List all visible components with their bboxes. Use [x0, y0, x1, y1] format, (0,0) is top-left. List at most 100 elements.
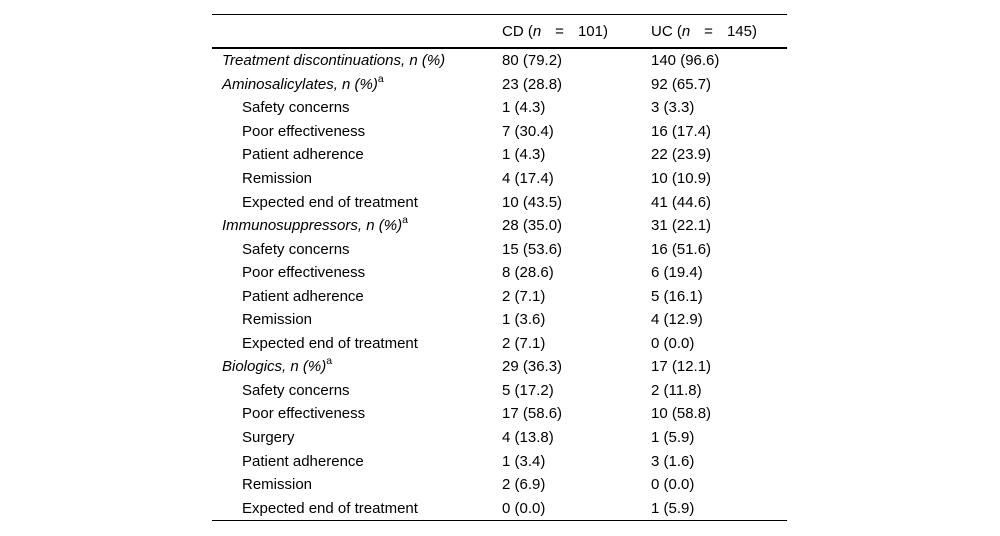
- uc-value: 4 (12.9): [651, 311, 703, 329]
- cd-value: 0 (0.0): [502, 499, 546, 517]
- cd-value: 7 (30.4): [502, 122, 554, 140]
- cd-header-n: n: [532, 22, 542, 40]
- row-label: Expected end of treatment: [242, 499, 418, 517]
- cd-value: 1 (4.3): [502, 99, 546, 117]
- uc-value: 140 (96.6): [651, 52, 720, 70]
- cd-header-prefix: CD (: [502, 22, 533, 40]
- cd-value: 15 (53.6): [502, 240, 563, 258]
- uc-header-count: 145): [726, 22, 757, 40]
- row-label-cell: Expected end of treatment: [212, 496, 502, 520]
- uc-header-equals: =: [704, 22, 713, 40]
- cd-value: 8 (28.6): [502, 264, 554, 282]
- cd-value: 5 (17.2): [502, 381, 554, 399]
- table-row: Expected end of treatment 2 (7.1) 0 (0.0…: [212, 332, 787, 356]
- row-footnote-marker: a: [402, 214, 408, 227]
- table-row: Poor effectiveness 7 (30.4) 16 (17.4): [212, 120, 787, 144]
- header-cd-cell: CD (n = 101): [502, 14, 651, 49]
- row-label-cell: Aminosalicylates, n (%)a: [212, 73, 502, 97]
- cd-value: 2 (6.9): [502, 476, 546, 494]
- uc-header-n: n: [681, 22, 691, 40]
- row-label-cell: Safety concerns: [212, 379, 502, 403]
- row-label: Treatment discontinuations, n (%): [222, 52, 446, 70]
- table-row: Surgery 4 (13.8) 1 (5.9): [212, 426, 787, 450]
- table-row: Safety concerns 1 (4.3) 3 (3.3): [212, 96, 787, 120]
- uc-value: 92 (65.7): [651, 75, 712, 93]
- header-uc-cell: UC (n = 145): [651, 14, 787, 49]
- uc-value: 2 (11.8): [651, 381, 702, 399]
- row-label-cell: Patient adherence: [212, 284, 502, 308]
- uc-value: 10 (58.8): [651, 405, 712, 423]
- row-label-cell: Poor effectiveness: [212, 120, 502, 144]
- row-label-cell: Poor effectiveness: [212, 402, 502, 426]
- uc-value: 22 (23.9): [651, 146, 712, 164]
- uc-value: 31 (22.1): [651, 217, 712, 235]
- row-label: Poor effectiveness: [242, 405, 366, 423]
- row-label: Immunosuppressors, n (%): [222, 217, 403, 235]
- table-row: Safety concerns 5 (17.2) 2 (11.8): [212, 379, 787, 403]
- row-label: Expected end of treatment: [242, 334, 418, 352]
- discontinuation-table-wrap: CD (n = 101) UC (n = 145) Treatment disconti…: [212, 14, 787, 521]
- table-row: Patient adherence 2 (7.1) 5 (16.1): [212, 284, 787, 308]
- uc-value: 5 (16.1): [651, 287, 703, 305]
- row-label: Remission: [242, 476, 313, 494]
- row-label-cell: Expected end of treatment: [212, 332, 502, 356]
- uc-value: 16 (51.6): [651, 240, 712, 258]
- cd-header-count: 101): [577, 22, 608, 40]
- table-row: Expected end of treatment 0 (0.0) 1 (5.9…: [212, 496, 787, 520]
- discontinuation-table: CD (n = 101) UC (n = 145) Treatment disconti…: [212, 14, 787, 521]
- uc-value: 17 (12.1): [651, 358, 712, 376]
- uc-value: 1 (5.9): [651, 499, 695, 517]
- table-row: Remission 2 (6.9) 0 (0.0): [212, 473, 787, 497]
- cd-value: 2 (7.1): [502, 334, 546, 352]
- row-label-cell: Immunosuppressors, n (%)a: [212, 214, 502, 238]
- header-empty-cell: [212, 14, 502, 49]
- table-body: Treatment discontinuations, n (%) 80 (79…: [212, 48, 787, 520]
- row-label: Remission: [242, 170, 313, 187]
- row-label: Patient adherence: [242, 287, 364, 305]
- cd-value: 4 (17.4): [502, 170, 554, 187]
- row-label: Poor effectiveness: [242, 122, 366, 140]
- row-label: Remission: [242, 311, 313, 329]
- cd-value: 29 (36.3): [502, 358, 563, 376]
- uc-value: 3 (1.6): [651, 452, 695, 470]
- row-label: Expected end of treatment: [242, 193, 418, 211]
- uc-value: 0 (0.0): [651, 476, 695, 494]
- row-label-cell: Treatment discontinuations, n (%): [212, 48, 502, 73]
- row-label: Poor effectiveness: [242, 264, 366, 282]
- row-label: Safety concerns: [242, 99, 350, 117]
- header-row: CD (n = 101) UC (n = 145): [212, 14, 787, 49]
- row-label-cell: Safety concerns: [212, 237, 502, 261]
- table-row: Remission 4 (17.4) 10 (10.9): [212, 167, 787, 191]
- row-label: Patient adherence: [242, 452, 364, 470]
- table-row: Remission 1 (3.6) 4 (12.9): [212, 308, 787, 332]
- uc-value: 3 (3.3): [651, 99, 695, 117]
- table-row: Poor effectiveness 17 (58.6) 10 (58.8): [212, 402, 787, 426]
- table-row: Immunosuppressors, n (%)a 28 (35.0) 31 (…: [212, 214, 787, 238]
- cd-value: 1 (3.4): [502, 452, 546, 470]
- row-label-cell: Patient adherence: [212, 449, 502, 473]
- uc-value: 10 (10.9): [651, 170, 712, 187]
- uc-value: 6 (19.4): [651, 264, 703, 282]
- row-label-cell: Surgery: [212, 426, 502, 450]
- table-row: Patient adherence 1 (4.3) 22 (23.9): [212, 143, 787, 167]
- row-label-cell: Poor effectiveness: [212, 261, 502, 285]
- row-label-cell: Remission: [212, 167, 502, 191]
- table-header: CD (n = 101) UC (n = 145): [212, 14, 787, 49]
- row-label: Safety concerns: [242, 381, 350, 399]
- uc-value: 0 (0.0): [651, 334, 695, 352]
- uc-value: 1 (5.9): [651, 429, 695, 447]
- cd-value: 1 (4.3): [502, 146, 546, 164]
- row-label: Biologics, n (%): [222, 358, 327, 376]
- cd-value: 2 (7.1): [502, 287, 546, 305]
- table-row: Safety concerns 15 (53.6) 16 (51.6): [212, 237, 787, 261]
- table-row: Aminosalicylates, n (%)a 23 (28.8) 92 (6…: [212, 73, 787, 97]
- cd-value: 4 (13.8): [502, 429, 554, 447]
- cd-value: 23 (28.8): [502, 75, 563, 93]
- cd-header-equals: =: [555, 22, 564, 40]
- cd-value: 10 (43.5): [502, 193, 563, 211]
- row-label-cell: Expected end of treatment: [212, 190, 502, 214]
- uc-value: 41 (44.6): [651, 193, 712, 211]
- row-footnote-marker: a: [377, 72, 384, 85]
- row-label: Patient adherence: [242, 146, 364, 164]
- table-row: Biologics, n (%)a 29 (36.3) 17 (12.1): [212, 355, 787, 379]
